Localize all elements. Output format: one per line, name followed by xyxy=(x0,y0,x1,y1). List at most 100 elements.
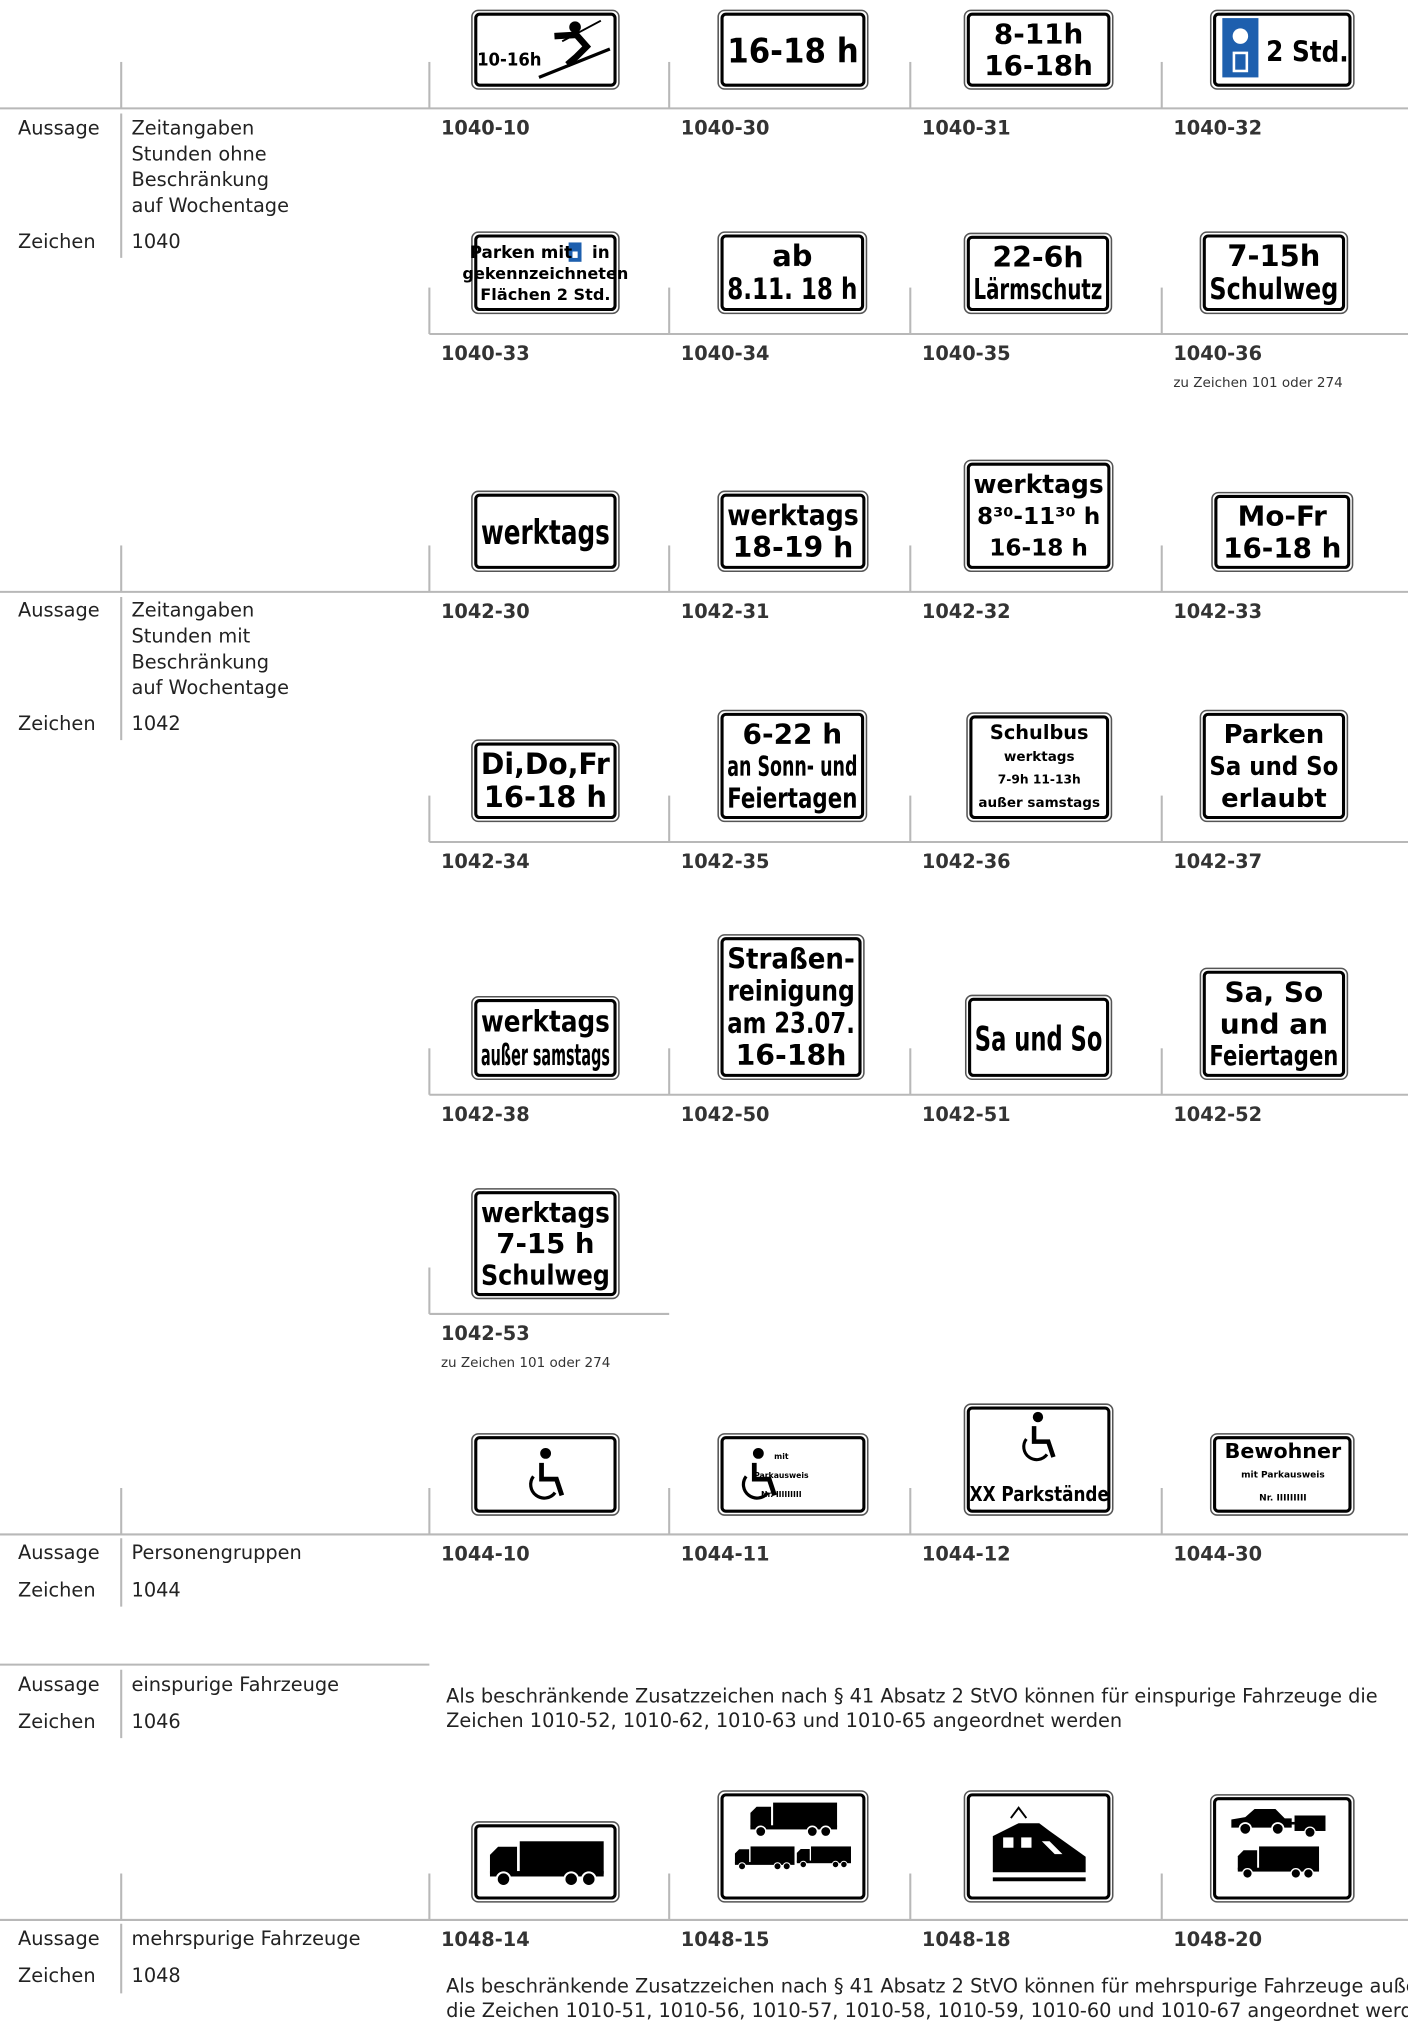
sign-icon-part xyxy=(992,1877,1086,1882)
zeichen-label: Zeichen xyxy=(18,1710,96,1733)
sign-text: 7-15h xyxy=(1227,239,1320,273)
aussage-text: auf Wochentage xyxy=(132,676,289,699)
sign-frame xyxy=(720,712,865,820)
sign-text: werktags xyxy=(481,1196,610,1229)
sign-text: Di,Do,Fr xyxy=(481,747,611,781)
sign-frame xyxy=(1202,234,1346,312)
sign-text: 16-18h xyxy=(984,49,1093,82)
sign-code: 1042-38 xyxy=(441,1103,530,1126)
aussage-label: Aussage xyxy=(18,1673,100,1696)
sign-frame xyxy=(966,235,1110,312)
sign-icon-part xyxy=(1238,1822,1252,1836)
sign-icon-part xyxy=(1222,18,1259,78)
sign-code: 1044-12 xyxy=(922,1543,1011,1566)
sign-icon-part xyxy=(1003,1837,1014,1848)
sign-icon-part xyxy=(538,47,611,79)
sign-icon-part xyxy=(563,1871,579,1887)
sign-icon-part xyxy=(1302,1867,1314,1880)
sign-frame xyxy=(969,715,1110,820)
sign-code: 1042-34 xyxy=(441,850,530,873)
sign-icon-part xyxy=(540,1447,552,1459)
aussage-text: Personengruppen xyxy=(132,1541,302,1564)
sign-icon-part xyxy=(519,1841,604,1874)
sign-text: Parken mit xyxy=(470,242,572,262)
sign xyxy=(471,739,620,823)
sign-icon-part xyxy=(811,1846,851,1862)
sign-frame xyxy=(474,1191,617,1297)
sign-icon-part xyxy=(754,1825,767,1838)
sign xyxy=(1199,967,1349,1081)
sign-text: 16-18 h xyxy=(727,31,859,70)
sign-icon-part xyxy=(750,1846,795,1864)
aussage-text: einspurige Fahrzeuge xyxy=(132,1673,340,1696)
sign-icon-part xyxy=(1271,1822,1285,1836)
sign-frame xyxy=(474,742,617,820)
sign-text: 6-22 h xyxy=(743,718,843,751)
sign-icon-part xyxy=(1021,1837,1032,1848)
sign-icon-part xyxy=(1237,1850,1258,1870)
sign-icon-part xyxy=(806,1825,819,1838)
zeichen-label: Zeichen xyxy=(18,1579,96,1602)
sign-icon-part xyxy=(751,1462,777,1497)
sign-code: 1040-31 xyxy=(922,116,1011,139)
sign-icon-part xyxy=(1232,28,1249,44)
sign-code: 1042-31 xyxy=(681,600,770,623)
sign-text: Straßen- xyxy=(727,942,855,975)
sign-icon xyxy=(741,1447,777,1500)
sign-icon-part xyxy=(539,1462,565,1497)
sign-text: am 23.07. xyxy=(727,1007,855,1040)
aussage-text: mehrspurige Fahrzeuge xyxy=(132,1927,361,1950)
sign-icon-part xyxy=(992,1823,1086,1873)
sign xyxy=(471,995,620,1081)
sign-code: 1042-33 xyxy=(1173,600,1262,623)
sign-icon-part xyxy=(840,1860,848,1869)
sign-code: 1042-36 xyxy=(922,850,1011,873)
sign-note: zu Zeichen 101 oder 274 xyxy=(441,1355,610,1371)
sign-code: 1048-18 xyxy=(922,1928,1011,1951)
sign-icon-part xyxy=(741,1475,770,1500)
aussage-label: Aussage xyxy=(18,1541,100,1564)
sign-text: mit Parkausweis xyxy=(1241,1470,1325,1480)
sign xyxy=(964,994,1113,1081)
aussage-text: auf Wochentage xyxy=(132,194,289,217)
sign-icon xyxy=(992,1806,1086,1882)
sign-text: 10-16h xyxy=(477,49,541,70)
sign-icon-part xyxy=(796,1849,810,1862)
sign-code: 1048-15 xyxy=(681,1928,770,1951)
sign-code: 1040-32 xyxy=(1173,116,1262,139)
sign-frame xyxy=(1214,494,1351,569)
sign-code: 1042-50 xyxy=(681,1103,770,1126)
sign-note: zu Zeichen 101 oder 274 xyxy=(1173,375,1342,391)
sign xyxy=(963,232,1113,315)
sign-code: 1042-35 xyxy=(681,850,770,873)
aussage-text: Zeitangaben xyxy=(132,116,255,139)
sign-frame xyxy=(720,937,862,1077)
aussage-text: Beschränkung xyxy=(132,650,270,673)
sign-icon xyxy=(568,242,582,262)
sign xyxy=(966,712,1113,823)
sign-text: 16-18 h xyxy=(484,780,607,814)
sign-text: Nr. IIIIIIIII xyxy=(1259,1494,1306,1504)
sign-code: 1040-35 xyxy=(922,342,1011,365)
sign xyxy=(717,934,865,1081)
sign-text: 16-18 h xyxy=(989,535,1088,562)
sign-icon-part xyxy=(734,1849,750,1864)
sign-code: 1044-30 xyxy=(1173,1543,1262,1566)
sign-text: werktags xyxy=(973,470,1103,500)
sign-text: werktags xyxy=(1004,749,1075,765)
sign-text: 8³⁰-11³⁰ h xyxy=(977,503,1100,530)
sign xyxy=(1199,709,1349,823)
aussage-text: Stunden ohne xyxy=(132,142,267,165)
sign-icon xyxy=(1222,18,1259,78)
sign-icon-part xyxy=(1290,1867,1302,1880)
zeichen-label: Zeichen xyxy=(18,712,96,735)
sign-icon-part xyxy=(529,1475,557,1500)
sign xyxy=(471,1188,620,1300)
sign-code: 1040-33 xyxy=(441,342,530,365)
sign-code: 1048-20 xyxy=(1173,1928,1262,1951)
sign-text: 8.11. 18 h xyxy=(727,272,857,306)
sign-text: Lärmschutz xyxy=(973,273,1102,306)
sign-icon-part xyxy=(561,19,602,43)
sign-text: Schulweg xyxy=(1209,272,1338,306)
